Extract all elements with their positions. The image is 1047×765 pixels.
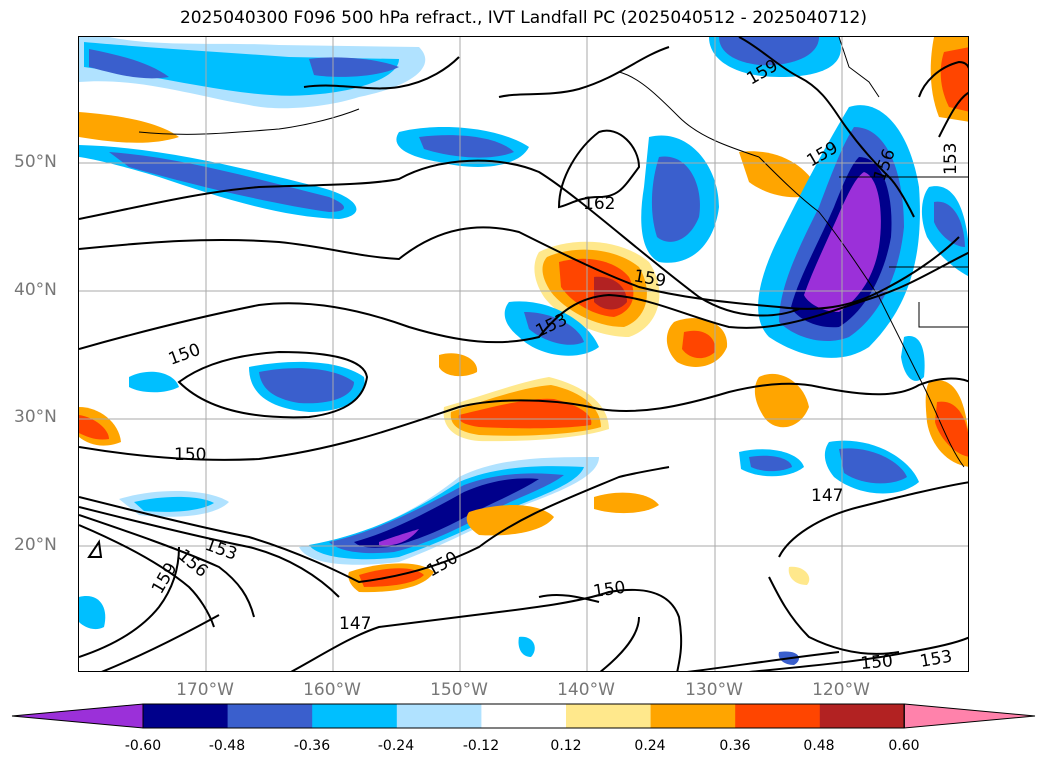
colorbar-segment [312,704,398,728]
contour-lines [79,37,968,671]
lat-label: 50°N [14,152,57,172]
colorbar-segment [481,704,567,728]
shaded-field-layer [79,37,968,665]
colorbar [11,703,1036,729]
contour-label: 150 [592,578,627,602]
colorbar-tick: -0.60 [124,738,162,754]
lon-label: 130°W [685,680,743,700]
colorbar-tick: -0.24 [377,738,415,754]
colorbar-segment [819,704,905,728]
lon-label: 140°W [557,680,615,700]
colorbar-segments [11,703,1036,729]
map-panel: 159 159 162 159 153 156 153 150 150 153 … [78,36,969,672]
coastline-layer [138,37,968,468]
lon-label: 120°W [812,680,870,700]
colorbar-frame [142,703,905,729]
lat-label: 40°N [14,280,57,300]
colorbar-tick: -0.48 [208,738,246,754]
contour-label: 147 [339,614,371,634]
colorbar-segment [143,704,229,728]
lat-label: 30°N [14,407,57,427]
contour-label: 162 [583,194,615,214]
contour-label: 150 [174,445,206,465]
colorbar-tick: 0.60 [888,738,920,754]
colorbar-tick: 0.36 [719,738,751,754]
lon-label: 170°W [176,680,234,700]
colorbar-tick: 0.48 [803,738,835,754]
colorbar-extend-min [11,703,144,729]
contour-label: 150 [860,651,894,672]
contour-label: 153 [941,143,961,175]
colorbar-segment [650,704,736,728]
colorbar-segment [227,704,313,728]
colorbar-extend-max [903,703,1036,729]
lon-label: 160°W [303,680,361,700]
contour-label: 147 [811,486,843,506]
contour-label: 153 [202,535,239,565]
colorbar-segment [396,704,482,728]
lon-label: 150°W [430,680,488,700]
lat-label: 20°N [14,535,57,555]
map-title: 2025040300 F096 500 hPa refract., IVT La… [179,8,867,28]
colorbar-tick: 0.24 [634,738,666,754]
contour-label: 153 [918,647,953,672]
colorbar-segment [735,704,821,728]
colorbar-tick: -0.12 [462,738,500,754]
map-plot: 159 159 162 159 153 156 153 150 150 153 … [79,37,968,672]
colorbar-segment [566,704,652,728]
contour-label: 150 [166,340,203,370]
colorbar-tick: -0.36 [293,738,331,754]
colorbar-tick: 0.12 [550,738,582,754]
